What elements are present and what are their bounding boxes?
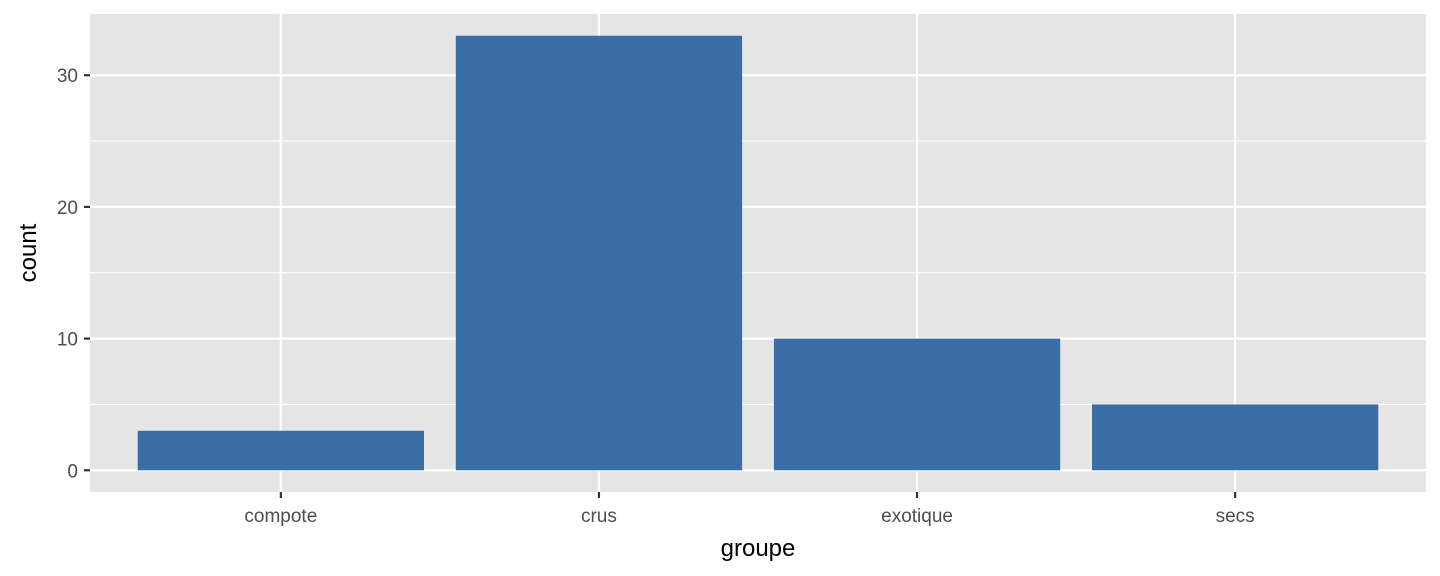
x-tick-label: secs <box>1216 506 1255 527</box>
y-tick-label: 0 <box>67 461 78 482</box>
x-tick-label: crus <box>581 506 617 527</box>
y-axis: 0 10 20 30 <box>57 66 90 482</box>
bar <box>773 338 1061 471</box>
y-axis-title: count <box>15 223 42 282</box>
x-tick-label: exotique <box>881 506 953 527</box>
x-axis: compote crus exotique secs <box>244 492 1255 527</box>
x-axis-title: groupe <box>721 535 796 562</box>
y-tick-label: 10 <box>57 330 78 351</box>
bar <box>1092 404 1379 471</box>
x-tick-label: compote <box>244 506 317 527</box>
bar <box>137 430 424 471</box>
bar <box>455 35 743 471</box>
bars <box>137 35 1379 471</box>
y-tick-label: 20 <box>57 198 78 219</box>
y-tick-label: 30 <box>57 66 78 87</box>
